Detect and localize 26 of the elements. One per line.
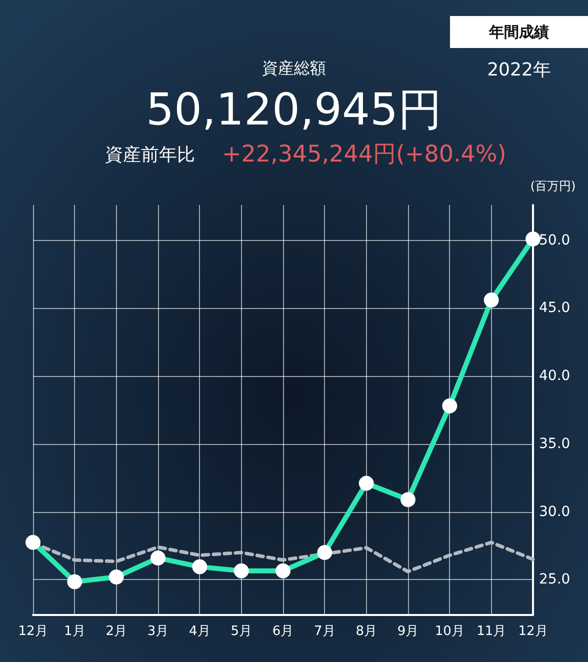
x-tick-label: 5月 [230,624,252,639]
x-tick-label: 4月 [189,624,210,639]
text: 50,120,945円 [146,84,442,136]
x-tick-label: 8月 [356,624,377,639]
x-tick-label: 12月 [518,624,548,639]
x-tick-label: 6月 [272,624,294,639]
x-tick-label: 1月 [64,624,86,639]
x-tick-label: 3月 [147,624,169,639]
x-tick-label: 2月 [106,624,127,639]
x-tick-label: 11月 [476,624,506,639]
y-axis-title: (百万円) [530,179,576,193]
x-tick-label: 9月 [397,624,419,639]
y-tick-label: 40.0 [539,368,570,384]
chart-subtitle: 2022年 [487,60,551,80]
y-tick-label: 25.0 [539,572,570,588]
text: +22,345,244円(+80.4%) [222,142,506,168]
y-tick-label: 45.0 [539,300,570,316]
y-tick-label: 50.0 [539,232,570,248]
text: 資産前年比 [105,144,195,166]
x-tick-label: 12月 [18,624,48,639]
chart-title: 年間成績 [488,23,549,41]
x-tick-label: 10月 [434,624,464,639]
y-tick-label: 30.0 [539,504,570,520]
text: 資産総額 [262,58,326,78]
y-tick-label: 35.0 [539,436,570,452]
x-tick-label: 7月 [314,624,336,639]
